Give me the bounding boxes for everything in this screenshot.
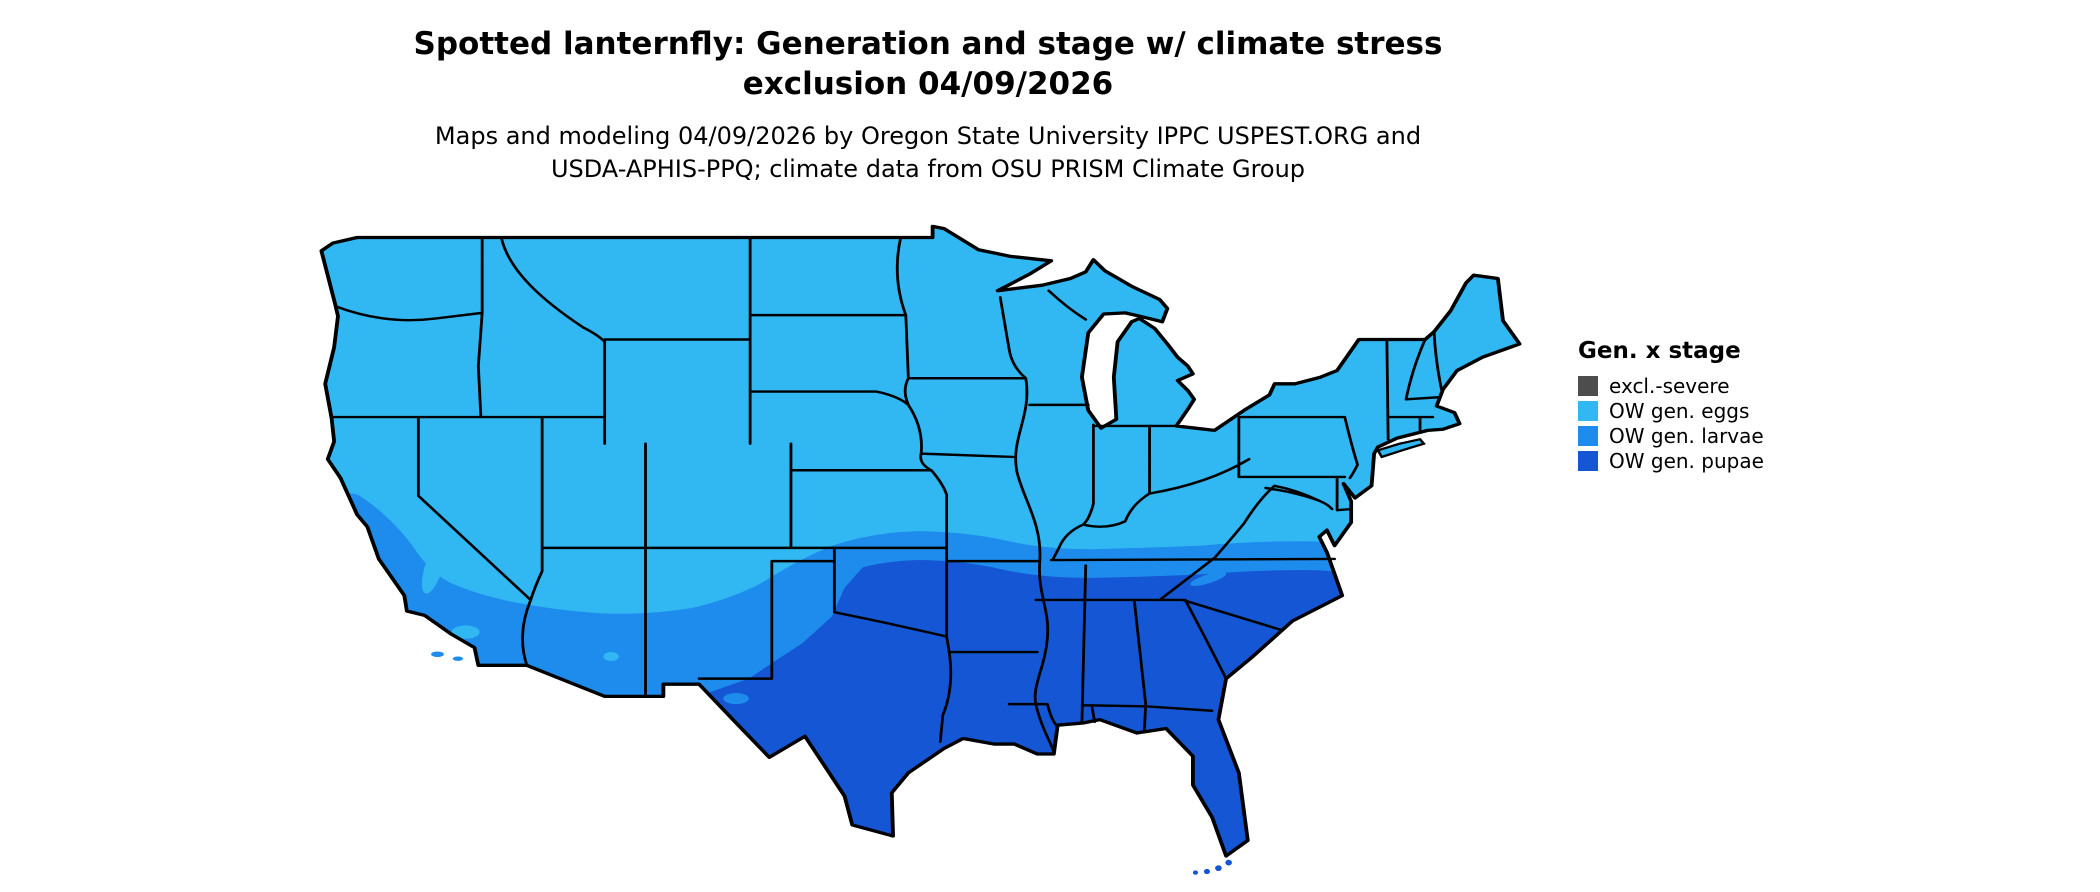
florida-keys-2 <box>1215 865 1222 872</box>
legend-label: OW gen. eggs <box>1609 399 1750 423</box>
florida-keys-4 <box>1192 870 1199 875</box>
legend-label: excl.-severe <box>1609 374 1730 398</box>
legend: Gen. x stage excl.-severe OW gen. eggs OW … <box>1578 338 1764 476</box>
florida-keys-3 <box>1203 868 1211 875</box>
socal-mountains-eggs-patch <box>451 625 480 639</box>
title-line-1: Spotted lanternfly: Generation and stage… <box>413 26 1443 62</box>
channel-island-1 <box>431 651 444 658</box>
subtitle: Maps and modeling 04/09/2026 by Oregon S… <box>0 120 1856 186</box>
legend-title: Gen. x stage <box>1578 338 1741 364</box>
legend-label: OW gen. larvae <box>1609 424 1764 448</box>
us-outline <box>319 224 1522 858</box>
subtitle-line-1: Maps and modeling 04/09/2026 by Oregon S… <box>434 122 1422 150</box>
legend-swatch <box>1578 426 1598 446</box>
channel-island-2 <box>452 656 464 661</box>
legend-item: OW gen. eggs <box>1578 401 1764 421</box>
page-title: Spotted lanternfly: Generation and stage… <box>0 24 1856 105</box>
florida-keys-1 <box>1225 859 1232 866</box>
legend-swatch <box>1578 451 1598 471</box>
legend-item: OW gen. larvae <box>1578 426 1764 446</box>
state-boundaries <box>330 236 1444 754</box>
long-island <box>1376 437 1426 459</box>
smoky-mountains-larvae-patch <box>1190 571 1227 586</box>
legend-label: OW gen. pupae <box>1609 449 1764 473</box>
title-line-2: exclusion 04/09/2026 <box>742 66 1114 103</box>
sierra-nevada-eggs-patch <box>421 542 446 594</box>
subtitle-line-2: USDA-APHIS-PPQ; climate data from OSU PR… <box>550 155 1306 184</box>
west-texas-mountains-larvae-patch <box>723 693 749 705</box>
legend-item: excl.-severe <box>1578 376 1764 396</box>
az-sky-islands-eggs-patch <box>603 652 619 661</box>
legend-item: OW gen. pupae <box>1578 451 1764 471</box>
legend-swatch <box>1578 401 1598 421</box>
legend-items: excl.-severe OW gen. eggs OW gen. larvae OW… <box>1578 376 1764 471</box>
stage-fill-layers <box>321 226 1520 856</box>
legend-swatch <box>1578 376 1598 396</box>
us-stage-map <box>319 224 1522 875</box>
